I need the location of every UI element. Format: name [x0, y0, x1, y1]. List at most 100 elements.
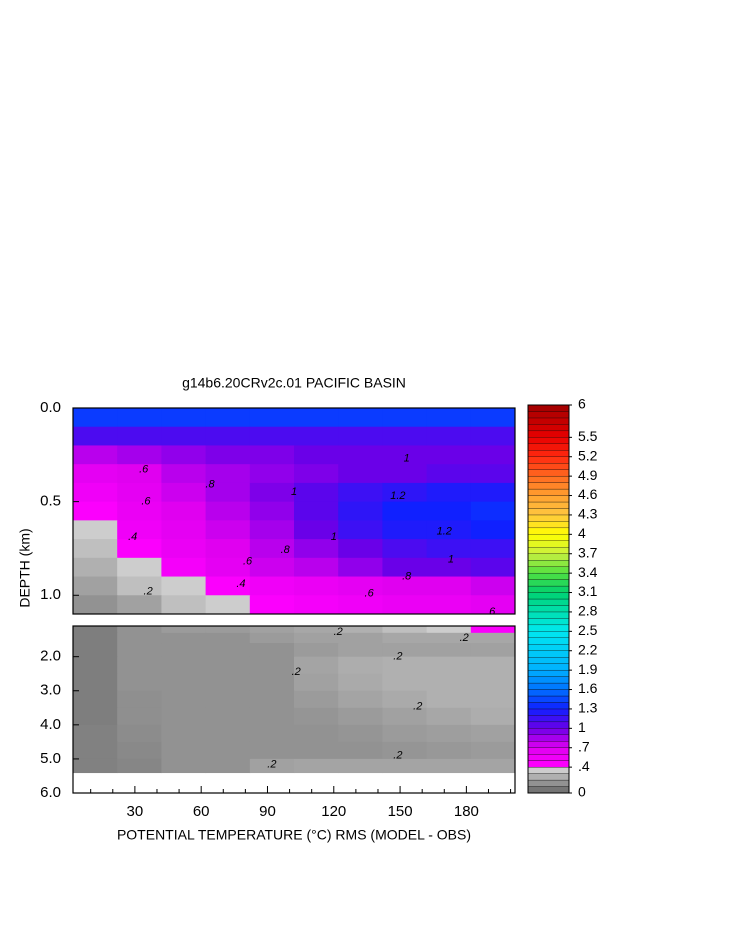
colorbar-slice	[527, 721, 570, 729]
contour-cell	[426, 632, 472, 644]
colorbar-slice	[527, 547, 570, 554]
contour-cell	[205, 643, 251, 658]
contour-cell	[117, 626, 162, 634]
colorbar-tick-label: 2.2	[578, 641, 598, 657]
colorbar-slice	[527, 572, 570, 580]
contour-cell	[338, 707, 383, 726]
x-tick-label: 150	[388, 803, 413, 820]
contour-cell	[117, 632, 162, 644]
colorbar-slice	[527, 644, 570, 651]
contour-cell	[470, 426, 515, 446]
contour-label: 1	[448, 554, 454, 566]
colorbar-tick-label: 4.3	[578, 506, 598, 522]
contour-cell	[205, 482, 251, 503]
colorbar-tick-label: 5.5	[578, 428, 598, 444]
contour-cell	[470, 595, 515, 614]
contour-cell	[161, 656, 207, 675]
colorbar-slice	[527, 734, 570, 742]
contour-cell	[249, 656, 295, 675]
contour-cell	[382, 758, 428, 774]
contour-cell	[249, 576, 295, 596]
colorbar-slice	[527, 598, 570, 606]
x-tick-label: 30	[127, 803, 144, 820]
contour-label: .2	[460, 632, 469, 644]
contour-label: .4	[236, 578, 245, 590]
contour-cell	[117, 724, 162, 743]
contour-cell	[161, 724, 207, 743]
colorbar-tick-label: 0	[578, 784, 586, 800]
colorbar-slice	[527, 631, 570, 638]
contour-cell	[426, 741, 472, 760]
contour-label: 1.2	[437, 526, 452, 538]
contour-cell	[161, 758, 207, 774]
colorbar-slice	[527, 689, 570, 697]
contour-cell	[249, 758, 295, 774]
contour-cell	[338, 656, 383, 675]
colorbar-slice	[527, 488, 570, 496]
colorbar-tick-label: 2.8	[578, 603, 598, 619]
colorbar-slice	[527, 514, 570, 522]
contour-cell	[426, 445, 472, 465]
colorbar-tick-label: 3.4	[578, 564, 598, 580]
x-tick-label: 180	[454, 803, 479, 820]
contour-cell	[426, 690, 472, 709]
contour-cell	[338, 520, 383, 540]
colorbar-slice	[527, 682, 570, 690]
contour-cell	[117, 482, 162, 503]
contour-cell	[294, 576, 339, 596]
contour-cell	[294, 656, 339, 675]
contour-cell	[249, 626, 295, 634]
contour-cell	[117, 656, 162, 675]
contour-cell	[205, 408, 251, 428]
contour-cell	[294, 741, 339, 760]
colorbar-slice	[527, 585, 570, 593]
contour-label: .2	[292, 666, 301, 678]
contour-cell	[73, 724, 118, 743]
y-tick-label: 0.5	[40, 493, 61, 510]
x-tick-label: 60	[193, 803, 210, 820]
contour-cell	[382, 626, 428, 634]
contour-cell	[470, 690, 515, 709]
colorbar-slice	[527, 566, 570, 574]
contour-cell	[161, 673, 207, 692]
contour-label: 1	[291, 486, 297, 498]
contour-cell	[382, 445, 428, 465]
contour-cell	[382, 557, 428, 578]
contour-cell	[294, 426, 339, 446]
contour-label: .2	[393, 651, 402, 663]
contour-cell	[382, 482, 428, 503]
contour-cell	[161, 632, 207, 644]
colorbar-slice	[527, 560, 570, 567]
contour-cell	[249, 539, 295, 559]
colorbar-slice	[527, 786, 570, 794]
contour-cell	[161, 557, 207, 578]
contour-cell	[338, 408, 383, 428]
contour-cell	[161, 690, 207, 709]
contour-cell	[470, 576, 515, 596]
contour-cell	[470, 724, 515, 743]
contour-cell	[382, 656, 428, 675]
contour-cell	[382, 539, 428, 559]
contour-cell	[73, 758, 118, 774]
contour-label: .6	[139, 464, 149, 476]
contour-cell	[161, 643, 207, 658]
contour-cell	[470, 408, 515, 428]
colorbar-slice	[527, 404, 570, 412]
contour-cell	[338, 557, 383, 578]
contour-cell	[205, 520, 251, 540]
contour-cell	[382, 408, 428, 428]
y-tick-label: 1.0	[40, 586, 61, 603]
colorbar-slice	[527, 469, 570, 477]
contour-cell	[117, 707, 162, 726]
colorbar-slice	[527, 534, 570, 541]
colorbar-slice	[527, 592, 570, 600]
contour-cell	[338, 595, 383, 614]
colorbar-tick-label: 2.5	[578, 622, 598, 638]
colorbar-slice	[527, 463, 570, 470]
y-tick-label: 5.0	[40, 750, 61, 767]
contour-label: .2	[267, 758, 276, 770]
colorbar-slice	[527, 657, 570, 664]
contour-cell	[205, 690, 251, 709]
contour-cell	[294, 626, 339, 634]
contour-cell	[382, 595, 428, 614]
